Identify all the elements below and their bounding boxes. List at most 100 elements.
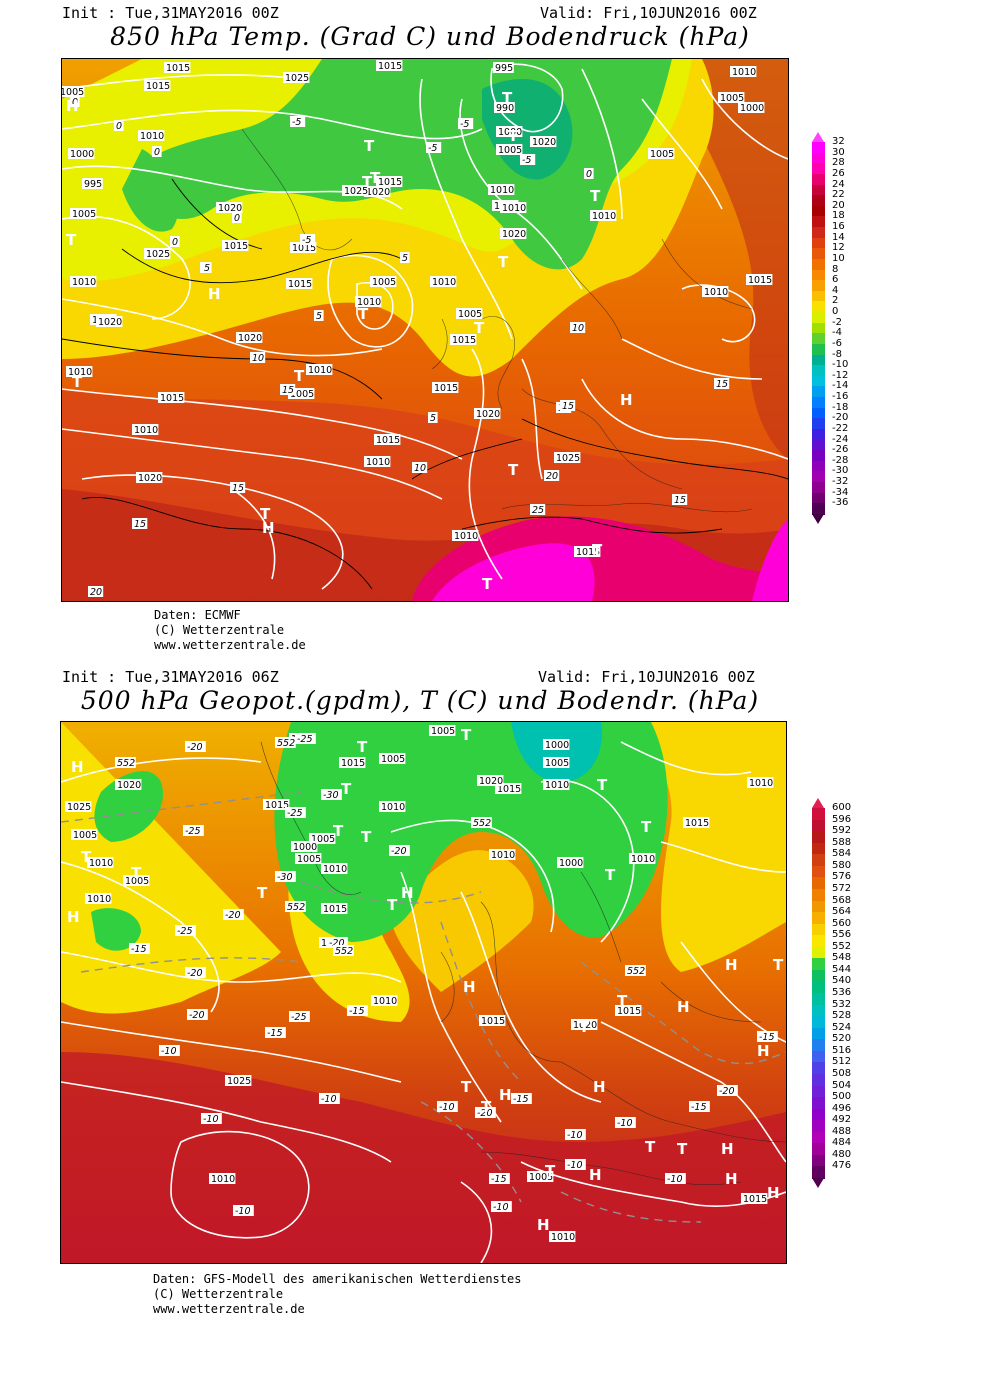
top-temp-label: 5 — [316, 311, 322, 322]
top-pressure-label: 1000 — [740, 103, 764, 114]
bottom-pressure-label: 1005 — [73, 830, 97, 841]
bottom-colorbar-label: 556 — [832, 929, 852, 941]
top-temp-label-box — [70, 96, 80, 107]
bottom-temp-label-box — [717, 1085, 738, 1096]
bottom-colorbar-segment — [812, 1143, 825, 1156]
top-pressure-label-box — [82, 178, 103, 189]
top-pressure-label: 1000 — [498, 127, 522, 138]
top-colorbar-segment — [812, 290, 825, 303]
top-colorbar-bottom-arrow — [812, 514, 824, 524]
bottom-center-marker: T — [81, 848, 92, 866]
bottom-temp-label-box — [275, 871, 296, 882]
bottom-colorbar-label: 568 — [832, 894, 852, 906]
bottom-pressure-label: 1015 — [743, 1194, 767, 1205]
top-temp-label-box — [412, 462, 428, 473]
bottom-panel: Init : Tue,31MAY2016 06Z Valid: Fri,10JU… — [0, 664, 1002, 1400]
top-temp-label-box — [426, 142, 442, 153]
bottom-colorbar-segment — [812, 1120, 825, 1133]
bottom-pressure-label: 1020 — [117, 780, 141, 791]
bottom-temp-label-box — [347, 1005, 368, 1016]
top-colorbar-segment — [812, 450, 825, 462]
top-pressure-label: 1020 — [366, 187, 390, 198]
bottom-geopot-label-box — [333, 945, 354, 956]
bottom-pressure-label: 1005 — [125, 876, 149, 887]
bottom-colorbar-label: 576 — [832, 871, 852, 883]
top-temp-label: 5 — [430, 413, 436, 424]
bottom-colorbar-label: 572 — [832, 882, 852, 894]
top-colorbar-label: -32 — [832, 476, 849, 488]
bottom-temp-label-box — [389, 845, 410, 856]
bottom-colorbar-label: 496 — [832, 1102, 852, 1114]
bottom-center-marker: T — [387, 896, 398, 914]
bottom-temp-label: -10 — [567, 1160, 583, 1171]
top-temp-label: 0 — [154, 147, 160, 158]
bottom-colorbar-label: 504 — [832, 1079, 852, 1091]
top-colorbar-segment — [812, 375, 825, 388]
top-credit-line-1: Daten: ECMWF — [154, 608, 241, 622]
top-temp-label-box — [232, 212, 242, 223]
top-credits: Daten: ECMWF (C) Wetterzentrale www.wett… — [154, 608, 306, 653]
bottom-center-marker: T — [641, 818, 652, 836]
top-colorbar-label: 12 — [832, 242, 845, 254]
top-pressure-label-box — [222, 240, 249, 251]
bottom-credit-line-1: Daten: GFS-Modell des amerikanischen Wet… — [153, 1272, 522, 1286]
bottom-pressure-label-box — [379, 801, 406, 812]
top-pressure-label-box — [452, 530, 479, 541]
top-pressure-label: 1010 — [134, 425, 158, 436]
bottom-pressure-label: 1000 — [545, 740, 569, 751]
top-center-marker: T — [364, 137, 375, 155]
top-center-marker: T — [66, 231, 77, 249]
top-temp-label: 10 — [414, 463, 426, 474]
bottom-pressure-label-box — [209, 1173, 236, 1184]
bottom-colorbar-segment — [812, 993, 825, 1006]
top-colorbar-segment — [812, 258, 825, 271]
bottom-valid-text: Valid: Fri,10JUN2016 00Z — [538, 668, 755, 686]
top-magenta-east — [752, 519, 788, 601]
top-center-marker: T — [592, 541, 603, 559]
top-colorbar-label: 24 — [832, 178, 845, 190]
bottom-colorbar-segment — [812, 877, 825, 890]
bottom-center-marker: T — [333, 822, 344, 840]
bottom-coastlines — [260, 741, 786, 1185]
top-center-marker: T — [508, 461, 519, 479]
top-colorbar-label: -4 — [832, 327, 842, 339]
top-temp-label-box — [428, 412, 438, 423]
bottom-colorbar-segment — [812, 1108, 825, 1121]
top-temp-label: -5 — [460, 119, 469, 130]
bottom-colorbar-segment — [812, 958, 825, 971]
bottom-pressure-label: 1025 — [227, 1076, 251, 1087]
bottom-temp-label-box — [159, 1045, 180, 1056]
top-pressure-label: 995 — [84, 179, 102, 190]
top-colorbar-segment — [812, 152, 825, 164]
bottom-center-marker: T — [131, 864, 142, 882]
top-credit-line-3: www.wetterzentrale.de — [154, 638, 306, 652]
bottom-temp-label: -10 — [235, 1206, 251, 1217]
bottom-temp-label-box — [615, 1117, 636, 1128]
top-isobars — [62, 63, 788, 590]
bottom-temp-label: -20 — [477, 1108, 493, 1119]
top-pressure-label-box — [164, 62, 191, 73]
bottom-colorbar-label: 600 — [832, 802, 852, 813]
bottom-center-marker: T — [773, 956, 784, 974]
bottom-center-marker: H — [463, 978, 476, 996]
top-pressure-label: 1010 — [490, 185, 514, 196]
bottom-center-marker: T — [341, 780, 352, 798]
top-temp-label: 20 — [90, 587, 102, 598]
bottom-pressure-label: 1005 — [545, 758, 569, 769]
top-temp-label: 0 — [586, 169, 592, 180]
bottom-colorbar-segment — [812, 1073, 825, 1087]
top-pressure-label: 1015 — [166, 63, 190, 74]
bottom-pressure-label-box — [429, 725, 456, 736]
bottom-colorbar-label: 524 — [832, 1021, 852, 1033]
bottom-colorbar-top-arrow — [812, 798, 824, 808]
top-pressure-label-box — [488, 184, 515, 195]
bottom-pressure-label: 1015 — [265, 800, 289, 811]
top-pressure-label-box — [68, 148, 95, 159]
bottom-pressure-label: 1020 — [573, 1020, 597, 1031]
bottom-pressure-label-box — [571, 1019, 598, 1030]
top-temp-label: 20 — [546, 471, 558, 482]
bottom-pressure-label-box — [123, 875, 150, 886]
bottom-center-marker: H — [721, 1140, 734, 1158]
bottom-colorbar-label: 596 — [832, 813, 852, 825]
bottom-temp-label-box — [665, 1173, 686, 1184]
